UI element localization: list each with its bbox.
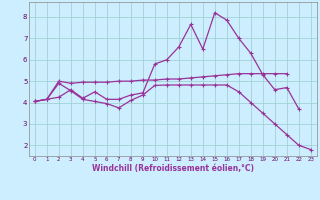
X-axis label: Windchill (Refroidissement éolien,°C): Windchill (Refroidissement éolien,°C) <box>92 164 254 173</box>
